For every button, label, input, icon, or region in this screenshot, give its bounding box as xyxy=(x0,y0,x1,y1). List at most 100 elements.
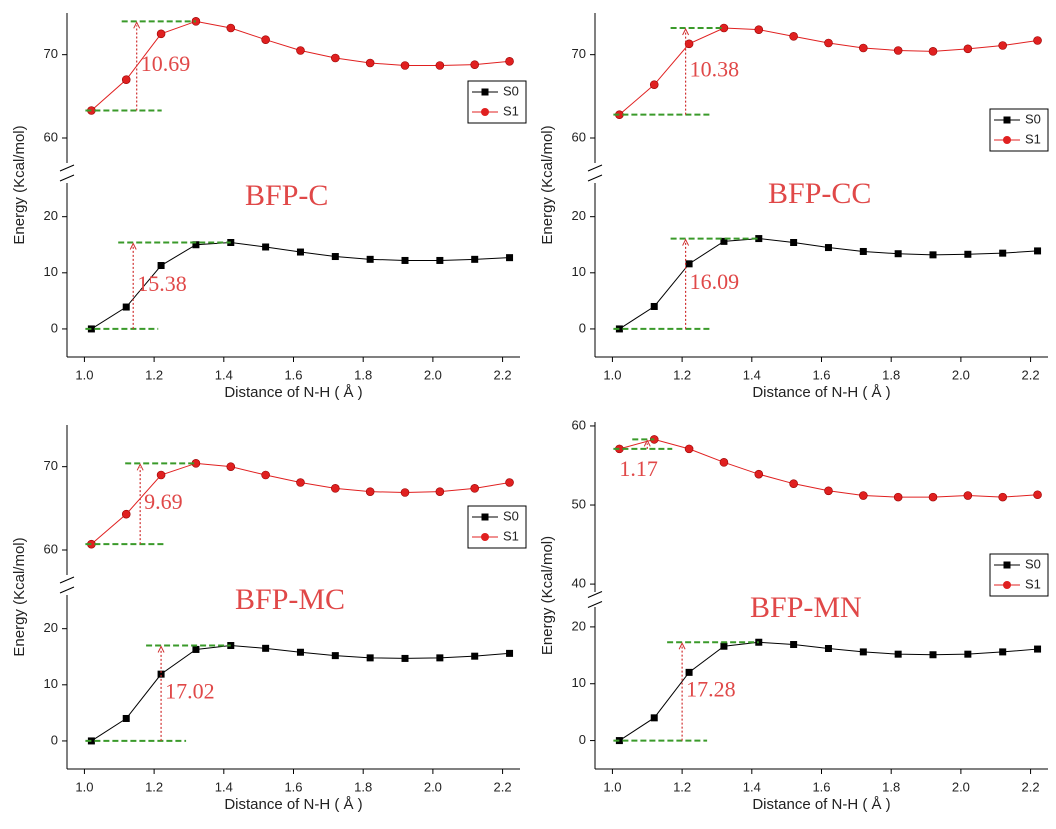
x-tick-label: 1.2 xyxy=(145,367,163,382)
point xyxy=(471,61,479,69)
point xyxy=(964,651,971,658)
x-tick-label: 2.0 xyxy=(952,779,970,794)
point xyxy=(401,62,409,70)
point xyxy=(262,471,270,479)
legend-marker xyxy=(481,108,489,116)
point xyxy=(401,489,409,497)
legend-label: S1 xyxy=(1025,576,1041,591)
y-tick-label: 0 xyxy=(51,732,58,747)
x-tick-label: 1.8 xyxy=(354,779,372,794)
x-axis-title: Distance of N-H ( Å ) xyxy=(752,796,890,813)
point xyxy=(296,47,304,55)
y-axis-title: Energy (Kcal/mol) xyxy=(11,537,28,656)
legend-label: S0 xyxy=(1025,556,1041,571)
point xyxy=(999,648,1006,655)
x-tick-label: 1.0 xyxy=(603,367,621,382)
x-tick-label: 1.2 xyxy=(673,367,691,382)
y-tick-label: 70 xyxy=(44,46,58,61)
point xyxy=(436,62,444,70)
legend-label: S0 xyxy=(503,83,519,98)
y-tick-label: 0 xyxy=(51,320,58,335)
point xyxy=(964,492,972,500)
point xyxy=(332,652,339,659)
x-tick-label: 2.0 xyxy=(424,779,442,794)
point xyxy=(471,484,479,492)
point xyxy=(122,510,130,518)
point xyxy=(894,493,902,501)
gap-label: 9.69 xyxy=(144,489,183,514)
point xyxy=(192,646,199,653)
point xyxy=(964,45,972,53)
axis-break xyxy=(588,592,602,598)
x-tick-label: 1.8 xyxy=(882,779,900,794)
x-tick-label: 1.0 xyxy=(75,367,93,382)
y-tick-label: 10 xyxy=(572,264,586,279)
point xyxy=(1034,37,1042,45)
point xyxy=(402,655,409,662)
y-axis-title: Energy (Kcal/mol) xyxy=(539,536,556,655)
panel-label: BFP-C xyxy=(245,179,328,212)
y-tick-label: 60 xyxy=(572,129,586,144)
point xyxy=(506,57,514,65)
axis-break xyxy=(60,165,74,171)
x-tick-label: 2.2 xyxy=(1022,779,1040,794)
point xyxy=(824,487,832,495)
x-tick-label: 1.8 xyxy=(354,367,372,382)
legend-label: S1 xyxy=(1025,131,1041,146)
point xyxy=(471,653,478,660)
point xyxy=(720,643,727,650)
point xyxy=(123,715,130,722)
point xyxy=(331,54,339,62)
axis-break xyxy=(588,602,602,608)
point xyxy=(859,492,867,500)
x-tick-label: 2.2 xyxy=(1022,367,1040,382)
x-axis-title: Distance of N-H ( Å ) xyxy=(224,796,362,813)
y-tick-label: 0 xyxy=(579,320,586,335)
legend-marker xyxy=(1004,117,1011,124)
point xyxy=(930,251,937,258)
axis-break xyxy=(588,165,602,171)
y-tick-label: 60 xyxy=(572,417,586,432)
y-tick-label: 50 xyxy=(572,496,586,511)
point xyxy=(895,651,902,658)
y-tick-label: 10 xyxy=(44,264,58,279)
y-tick-label: 0 xyxy=(579,732,586,747)
point xyxy=(366,488,374,496)
gap-label: 1.17 xyxy=(619,456,658,481)
point xyxy=(296,479,304,487)
point xyxy=(366,59,374,67)
point xyxy=(367,256,374,263)
y-tick-label: 20 xyxy=(44,620,58,635)
point xyxy=(506,254,513,261)
y-axis-title: Energy (Kcal/mol) xyxy=(539,125,556,244)
point xyxy=(930,651,937,658)
axis-break xyxy=(60,577,74,583)
x-tick-label: 2.2 xyxy=(494,779,512,794)
y-tick-label: 60 xyxy=(44,129,58,144)
x-tick-label: 1.6 xyxy=(812,367,830,382)
point xyxy=(1034,247,1041,254)
x-axis-title: Distance of N-H ( Å ) xyxy=(224,384,362,401)
figure: 1.0 1.2 1.4 1.6 1.8 2.0 2.2 0 10 20 60 70 Distance o… xyxy=(0,0,1056,824)
point xyxy=(755,470,763,478)
point xyxy=(790,480,798,488)
point xyxy=(331,484,339,492)
point xyxy=(436,654,443,661)
x-tick-label: 2.0 xyxy=(424,367,442,382)
point xyxy=(686,260,693,267)
y-tick-label: 70 xyxy=(572,46,586,61)
point xyxy=(436,257,443,264)
panel-label: BFP-MC xyxy=(235,583,345,616)
gap-label: 10.38 xyxy=(690,56,740,81)
axis-break xyxy=(60,175,74,181)
x-tick-label: 2.2 xyxy=(494,367,512,382)
point xyxy=(790,239,797,246)
point xyxy=(506,479,514,487)
x-tick-label: 1.4 xyxy=(743,367,761,382)
point xyxy=(686,669,693,676)
point xyxy=(158,262,165,269)
y-axis-title: Energy (Kcal/mol) xyxy=(11,125,28,244)
panel-label: BFP-MN xyxy=(750,591,862,624)
legend-marker xyxy=(1003,136,1011,144)
